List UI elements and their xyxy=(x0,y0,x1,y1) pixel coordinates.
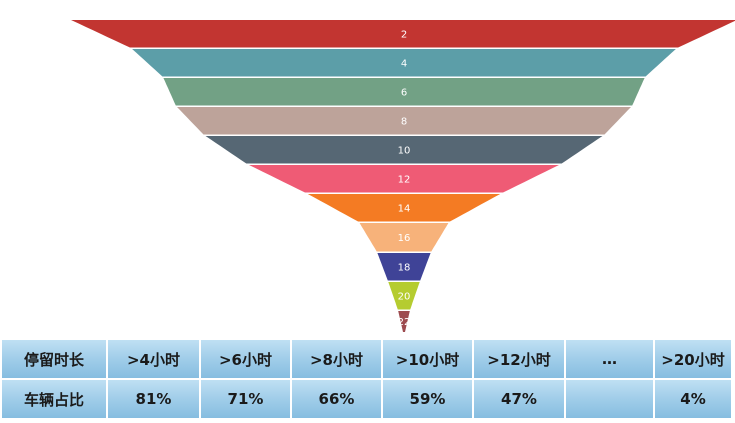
funnel-band-2 xyxy=(71,20,735,48)
funnel-band-16 xyxy=(359,223,449,252)
header-cell-ellipsis: … xyxy=(566,340,655,380)
funnel-label-12: 12 xyxy=(398,174,411,185)
funnel-band-22 xyxy=(398,311,410,332)
funnel-label-18: 18 xyxy=(398,262,411,273)
value-cell-20h: 4% xyxy=(655,380,733,420)
header-cell-4h: >4小时 xyxy=(108,340,201,380)
funnel-label-2: 2 xyxy=(401,29,407,40)
funnel-label-8: 8 xyxy=(401,116,407,127)
funnel-label-20: 20 xyxy=(398,291,411,302)
funnel-band-4 xyxy=(132,49,676,77)
funnel-band-10 xyxy=(205,136,603,164)
value-cell-8h: 66% xyxy=(292,380,383,420)
funnel-band-14 xyxy=(307,194,501,222)
funnel-label-22: 22 xyxy=(398,317,411,328)
stats-table: 停留时长 >4小时 >6小时 >8小时 >10小时 >12小时 … >20小时 … xyxy=(2,340,733,420)
header-cell-8h: >8小时 xyxy=(292,340,383,380)
header-cell-20h: >20小时 xyxy=(655,340,733,380)
header-cell-12h: >12小时 xyxy=(474,340,566,380)
funnel-band-12 xyxy=(249,165,559,193)
funnel-band-20 xyxy=(388,282,420,310)
funnel-band-8 xyxy=(177,107,631,135)
funnel-band-6 xyxy=(163,78,645,106)
value-cell-4h: 81% xyxy=(108,380,201,420)
row-label-vehicle-ratio: 车辆占比 xyxy=(2,380,108,420)
header-cell-10h: >10小时 xyxy=(383,340,474,380)
header-cell-6h: >6小时 xyxy=(201,340,292,380)
funnel-label-4: 4 xyxy=(401,58,407,69)
value-cell-ellipsis xyxy=(566,380,655,420)
value-cell-6h: 71% xyxy=(201,380,292,420)
table-header-row: 停留时长 >4小时 >6小时 >8小时 >10小时 >12小时 … >20小时 xyxy=(2,340,733,380)
value-cell-12h: 47% xyxy=(474,380,566,420)
value-cell-10h: 59% xyxy=(383,380,474,420)
funnel-label-16: 16 xyxy=(398,233,411,244)
funnel-label-14: 14 xyxy=(398,203,411,214)
funnel-chart: 2 4 6 8 10 12 14 16 18 20 22 xyxy=(71,20,735,332)
funnel-band-18 xyxy=(377,253,431,281)
funnel-label-10: 10 xyxy=(398,145,411,156)
funnel-label-6: 6 xyxy=(401,87,407,98)
table-data-row: 车辆占比 81% 71% 66% 59% 47% 4% xyxy=(2,380,733,420)
header-cell-duration: 停留时长 xyxy=(2,340,108,380)
